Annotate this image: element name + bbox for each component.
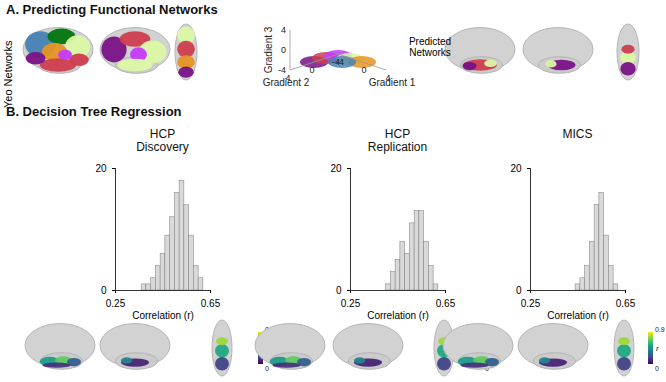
html-text:Predicted Networks: Predicted Networks (408, 36, 452, 58)
svg-text:0: 0 (281, 45, 286, 55)
svg-text:4: 4 (281, 25, 286, 35)
svg-text:Gradient 2: Gradient 2 (263, 77, 310, 88)
svg-text:0.25: 0.25 (341, 298, 361, 309)
svg-text:0: 0 (265, 365, 269, 372)
svg-text:-4: -4 (336, 57, 344, 67)
html-text:Yeo Networks: Yeo Networks (2, 40, 14, 108)
svg-text:20: 20 (95, 163, 107, 174)
svg-text:-4: -4 (278, 65, 286, 75)
svg-text:0.25: 0.25 (106, 298, 126, 309)
html-text:B. Decision Tree Regression: B. Decision Tree Regression (6, 104, 182, 119)
svg-text:0.65: 0.65 (616, 298, 636, 309)
svg-text:Correlation (r): Correlation (r) (132, 310, 194, 321)
html-text:MICS: MICS (562, 127, 593, 141)
svg-text:Correlation (r): Correlation (r) (367, 310, 429, 321)
html-text:A. Predicting Functional Netwo: A. Predicting Functional Networks (6, 2, 218, 17)
svg-text:0.25: 0.25 (521, 298, 541, 309)
svg-text:0: 0 (309, 65, 314, 75)
html-text:HCP Replication: HCP Replication (367, 127, 428, 154)
svg-text:20: 20 (510, 163, 522, 174)
svg-text:0: 0 (101, 285, 107, 296)
svg-text:0.65: 0.65 (201, 298, 221, 309)
svg-text:0: 0 (336, 285, 342, 296)
svg-text:0.65: 0.65 (436, 298, 456, 309)
svg-text:Gradient 3: Gradient 3 (263, 26, 274, 73)
svg-text:0.9: 0.9 (655, 326, 665, 333)
svg-text:r: r (656, 344, 659, 353)
svg-text:0: 0 (361, 65, 366, 75)
svg-text:20: 20 (330, 163, 342, 174)
svg-text:Gradient 1: Gradient 1 (369, 77, 416, 88)
svg-text:Correlation (r): Correlation (r) (547, 310, 609, 321)
svg-text:0: 0 (655, 365, 659, 372)
svg-text:0: 0 (516, 285, 522, 296)
html-text:HCP Discovery: HCP Discovery (136, 127, 189, 154)
